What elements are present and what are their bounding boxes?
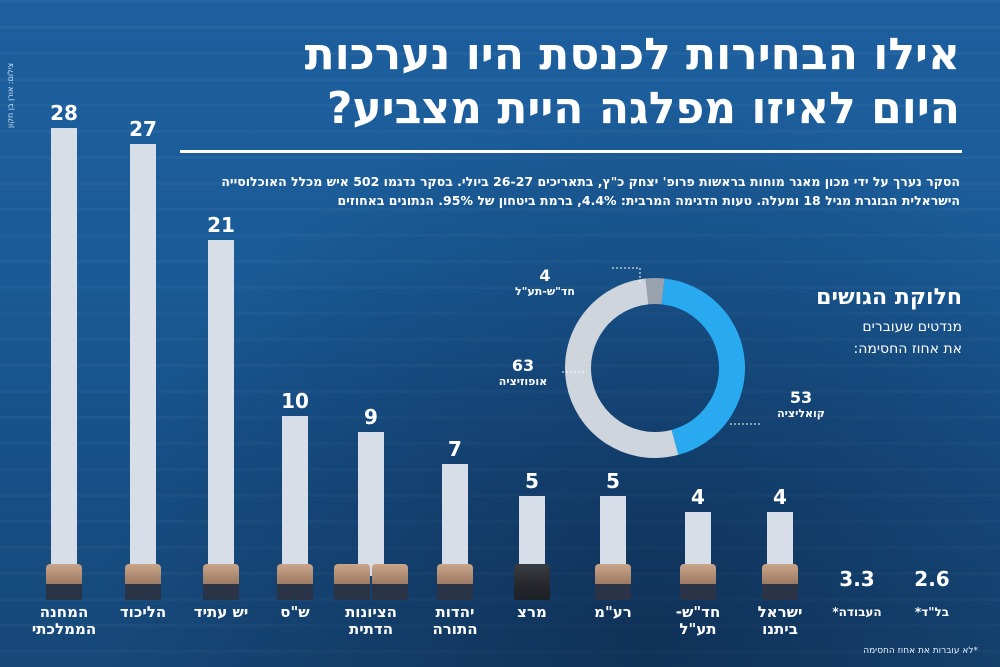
bar-value-label-8: 4	[691, 485, 705, 509]
party-label-3-line-0: ש"ס	[280, 603, 310, 621]
coalition-name: קואליציה	[777, 407, 825, 420]
party-label-9-line-1: ביתנו	[762, 620, 798, 638]
candidate-photo-7	[595, 564, 631, 600]
donut-slice-1	[565, 278, 679, 458]
bloc-title: חלוקת הגושים	[816, 285, 962, 310]
candidate-photo-9	[762, 564, 798, 600]
party-label-6: מרצ	[496, 604, 568, 621]
party-label-0-line-0: המחנה	[39, 603, 89, 621]
candidate-photo-4-1	[372, 564, 408, 600]
opposition-label: 63 אופוזיציה	[478, 356, 568, 388]
bar-7	[600, 496, 626, 576]
bar-4	[358, 432, 384, 576]
candidate-photo-6	[514, 564, 550, 600]
bar-value-label-7: 5	[606, 469, 620, 493]
party-label-8-line-0: חד"ש-	[675, 603, 721, 621]
party-label-0-line-1: הממלכתי	[31, 620, 97, 638]
bar-value-label-4: 9	[364, 405, 378, 429]
party-label-7-line-0: רע"מ	[594, 603, 632, 621]
page-title: אילו הבחירות לכנסת היו נערכות היום לאיזו…	[304, 29, 960, 134]
bar-5	[442, 464, 468, 576]
party-label-2: יש עתיד	[185, 604, 257, 621]
candidate-photo-5	[437, 564, 473, 600]
donut-slice-0	[661, 278, 745, 455]
candidate-photo-8	[680, 564, 716, 600]
bar-value-label-9: 4	[773, 485, 787, 509]
bar-2	[208, 240, 234, 576]
party-label-8: חד"ש- תע"ל	[662, 604, 734, 638]
party-label-9-line-0: ישראל	[757, 603, 803, 621]
bloc-subtitle-line1: מנדטים שעוברים	[862, 319, 962, 335]
opposition-name: אופוזיציה	[498, 375, 548, 388]
bar-3	[282, 416, 308, 576]
opposition-value: 63	[511, 356, 535, 375]
party-label-5-line-1: התורה	[432, 620, 478, 638]
hadash-value: 4	[539, 266, 551, 285]
party-label-5-line-0: יהדות	[435, 603, 475, 621]
party-label-8-line-1: תע"ל	[679, 620, 717, 638]
bloc-subtitle: מנדטים שעוברים את אחוז החסימה:	[762, 316, 962, 360]
coalition-value: 53	[789, 388, 813, 407]
party-label-4-line-0: הציונות	[345, 603, 397, 621]
party-label-10: העבודה*	[821, 604, 893, 621]
bar-value-label-10: 3.3	[839, 567, 874, 591]
bar-1	[130, 144, 156, 576]
party-label-0: המחנה הממלכתי	[28, 604, 100, 638]
candidate-photo-0	[46, 564, 82, 600]
candidate-photo-2	[203, 564, 239, 600]
party-label-10-line-0: העבודה*	[832, 605, 882, 619]
candidate-photo-3	[277, 564, 313, 600]
bar-value-label-11: 2.6	[914, 567, 949, 591]
party-label-9: ישראל ביתנו	[744, 604, 816, 638]
party-label-7: רע"מ	[577, 604, 649, 621]
party-label-5: יהדות התורה	[419, 604, 491, 638]
survey-description: הסקר נערך על ידי מכון מאגר מוחות בראשות …	[221, 174, 960, 208]
hadash-name: חד"ש-תע"ל	[515, 285, 575, 298]
candidate-photo-1	[125, 564, 161, 600]
donut-leader-line-2	[612, 267, 641, 282]
party-label-4-line-1: הדתית	[348, 620, 394, 638]
party-label-11-line-0: בל"ד*	[914, 605, 950, 619]
candidate-photo-4-0	[334, 564, 370, 600]
coalition-label: 53 קואליציה	[756, 388, 846, 420]
bar-6	[519, 496, 545, 576]
bar-0	[51, 128, 77, 576]
bloc-subtitle-line2: את אחוז החסימה:	[853, 341, 962, 357]
title-divider	[180, 150, 962, 153]
party-label-4: הציונות הדתית	[335, 604, 407, 638]
hadash-label: 4 חד"ש-תע"ל	[500, 266, 590, 298]
party-label-2-line-0: יש עתיד	[193, 603, 249, 621]
footnote: *לא עוברות את אחוז החסימה	[863, 646, 978, 656]
party-label-1: הליכוד	[107, 604, 179, 621]
bar-value-label-0: 28	[50, 101, 78, 125]
bar-value-label-1: 27	[129, 117, 157, 141]
party-label-1-line-0: הליכוד	[119, 603, 167, 621]
bar-value-label-2: 21	[207, 213, 235, 237]
bar-value-label-3: 10	[281, 389, 309, 413]
party-label-11: בל"ד*	[896, 604, 968, 621]
bar-value-label-6: 5	[525, 469, 539, 493]
party-label-6-line-0: מרצ	[517, 603, 547, 621]
bar-value-label-5: 7	[448, 437, 462, 461]
party-label-3: ש"ס	[259, 604, 331, 621]
